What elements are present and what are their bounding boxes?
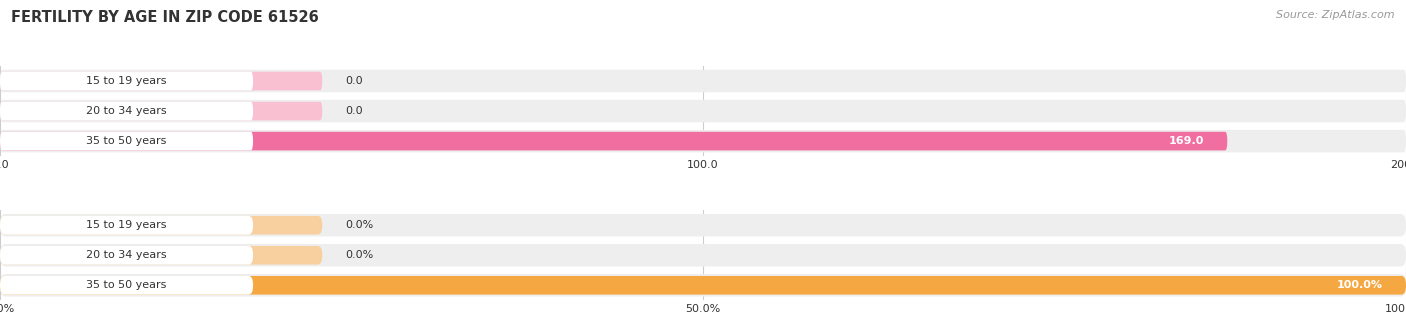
FancyBboxPatch shape	[0, 72, 322, 90]
Text: 0.0%: 0.0%	[346, 250, 374, 260]
FancyBboxPatch shape	[0, 70, 1406, 92]
Text: 0.0: 0.0	[346, 76, 363, 86]
FancyBboxPatch shape	[0, 276, 253, 295]
FancyBboxPatch shape	[0, 244, 1406, 267]
FancyBboxPatch shape	[0, 246, 253, 265]
Text: Source: ZipAtlas.com: Source: ZipAtlas.com	[1277, 10, 1395, 20]
Text: FERTILITY BY AGE IN ZIP CODE 61526: FERTILITY BY AGE IN ZIP CODE 61526	[11, 10, 319, 25]
Text: 0.0%: 0.0%	[346, 220, 374, 230]
FancyBboxPatch shape	[0, 132, 1227, 150]
FancyBboxPatch shape	[0, 216, 253, 235]
FancyBboxPatch shape	[0, 130, 1406, 152]
FancyBboxPatch shape	[0, 274, 1406, 297]
Text: 20 to 34 years: 20 to 34 years	[86, 250, 167, 260]
FancyBboxPatch shape	[0, 246, 322, 265]
FancyBboxPatch shape	[0, 132, 253, 150]
Text: 15 to 19 years: 15 to 19 years	[86, 76, 167, 86]
FancyBboxPatch shape	[0, 214, 1406, 237]
Text: 100.0%: 100.0%	[1337, 280, 1384, 290]
Text: 0.0: 0.0	[346, 106, 363, 116]
FancyBboxPatch shape	[0, 276, 1406, 295]
FancyBboxPatch shape	[0, 216, 322, 235]
Text: 35 to 50 years: 35 to 50 years	[86, 136, 167, 146]
FancyBboxPatch shape	[0, 72, 253, 90]
FancyBboxPatch shape	[0, 102, 322, 120]
Text: 20 to 34 years: 20 to 34 years	[86, 106, 167, 116]
Text: 169.0: 169.0	[1168, 136, 1204, 146]
Text: 15 to 19 years: 15 to 19 years	[86, 220, 167, 230]
FancyBboxPatch shape	[0, 100, 1406, 122]
FancyBboxPatch shape	[0, 102, 253, 120]
Text: 35 to 50 years: 35 to 50 years	[86, 280, 167, 290]
